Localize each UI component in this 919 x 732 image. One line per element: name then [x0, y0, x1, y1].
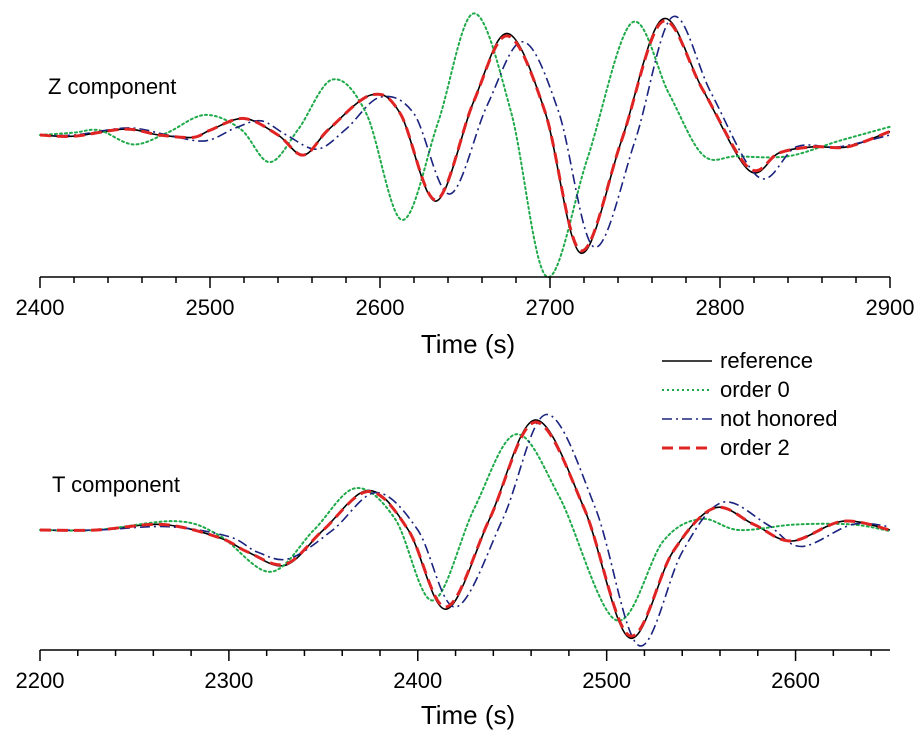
- z-x-axis: 2400 2500 2600 2700 2800 2900: [16, 276, 915, 320]
- t-series-not-honored: [39, 413, 891, 647]
- t-tick-label-2500: 2500: [582, 668, 631, 693]
- legend-label-order-0: order 0: [720, 377, 790, 402]
- t-x-axis-title: Time (s): [421, 700, 515, 730]
- t-tick-label-2200: 2200: [16, 668, 65, 693]
- legend-label-reference: reference: [720, 348, 813, 373]
- z-component-panel: Z component 2400 2500 2600 2700 2800 2900 Tim…: [16, 12, 915, 359]
- z-tick-label-2400: 2400: [16, 295, 65, 320]
- z-tick-label-2700: 2700: [526, 295, 575, 320]
- z-plot-area: [39, 12, 891, 278]
- legend-label-order-2: order 2: [720, 435, 790, 460]
- t-series-order-0: [39, 433, 891, 622]
- z-tick-label-2900: 2900: [866, 295, 915, 320]
- z-series-order-2: [39, 19, 891, 253]
- t-plot-area: [39, 413, 891, 647]
- t-series-order-2: [39, 420, 891, 638]
- z-tick-label-2500: 2500: [186, 295, 235, 320]
- legend-label-not-honored: not honored: [720, 406, 837, 431]
- legend: reference order 0 not honored order 2: [662, 348, 837, 460]
- z-series-order-0: [39, 12, 891, 278]
- t-tick-label-2400: 2400: [393, 668, 442, 693]
- t-x-axis: 2200 2300 2400 2500 2600: [16, 649, 890, 693]
- z-tick-label-2800: 2800: [696, 295, 745, 320]
- t-component-label: T component: [52, 472, 180, 497]
- t-tick-label-2300: 2300: [204, 668, 253, 693]
- t-tick-label-2600: 2600: [771, 668, 820, 693]
- z-tick-label-2600: 2600: [356, 295, 405, 320]
- t-component-panel: T component 2200 2300 2400 2500 2600 Time (s…: [16, 413, 891, 730]
- z-x-axis-title: Time (s): [421, 329, 515, 359]
- z-component-label: Z component: [48, 74, 176, 99]
- z-series-not-honored: [39, 15, 891, 248]
